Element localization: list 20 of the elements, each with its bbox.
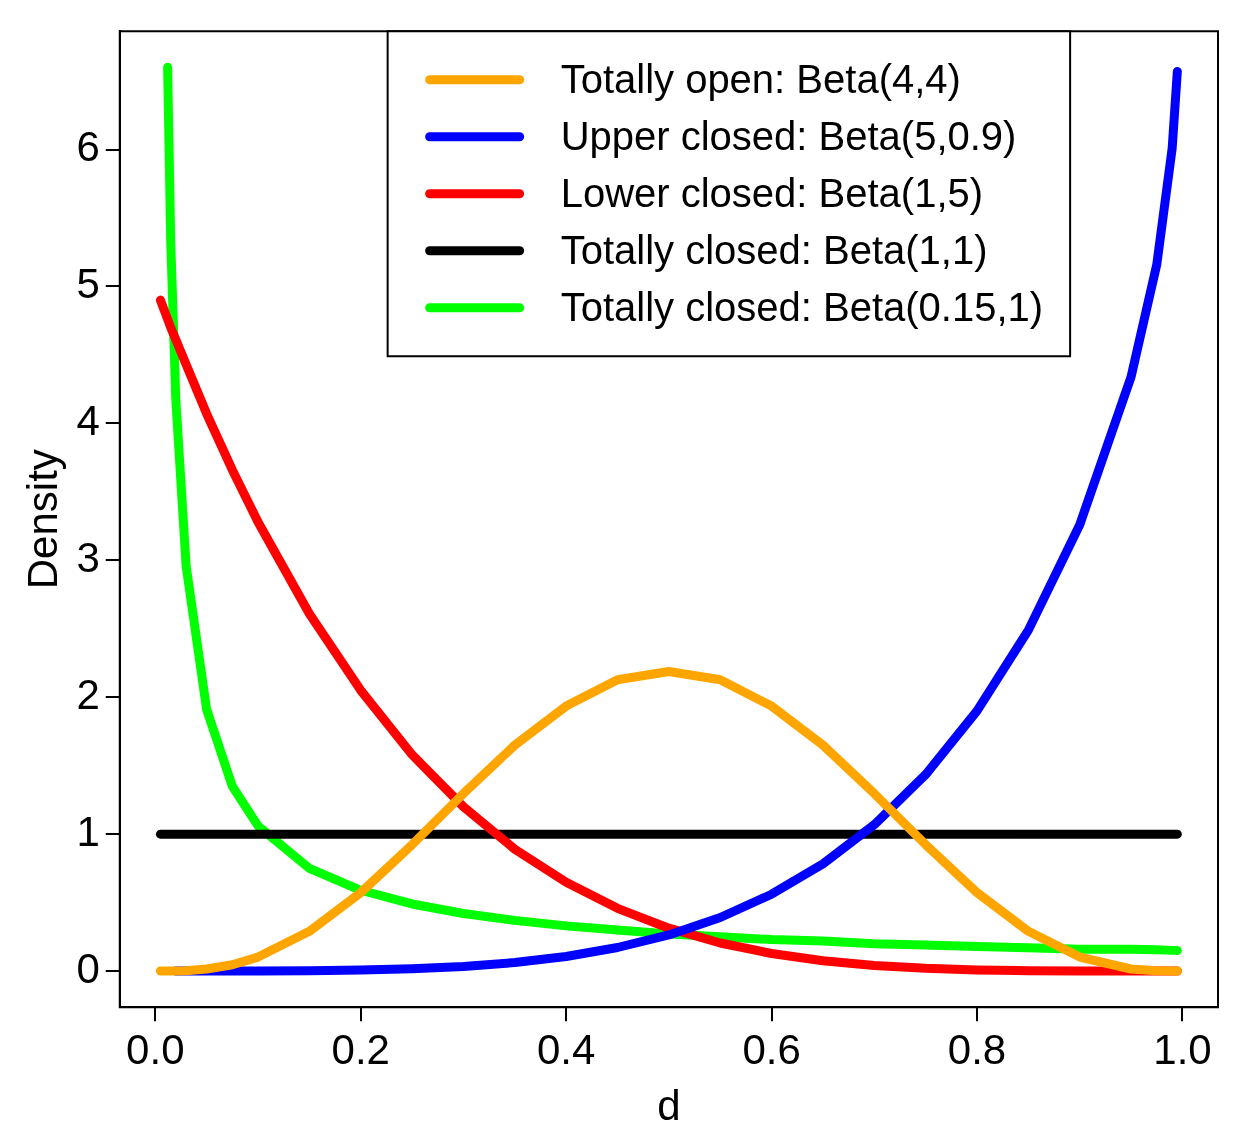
legend-label: Totally closed: Beta(0.15,1) [560,284,1044,329]
x-tick-label: 0.4 [536,1025,596,1073]
y-tick-label: 5 [76,260,100,308]
x-axis-title: d [657,1082,681,1130]
x-tick-label: 0.6 [742,1025,801,1073]
y-tick-label: 2 [76,670,100,718]
x-tick-label: 0.8 [947,1025,1007,1073]
legend-label: Lower closed: Beta(1,5) [560,170,984,215]
y-tick-label: 4 [76,396,100,444]
legend-label: Totally open: Beta(4,4) [560,56,961,101]
y-axis-title: Density [18,449,66,590]
x-tick-label: 1.0 [1153,1025,1212,1073]
x-tick-label: 0.0 [126,1025,185,1073]
legend-label: Upper closed: Beta(5,0.9) [560,113,1017,158]
x-tick-label: 0.2 [331,1025,390,1073]
y-tick-label: 6 [76,123,100,171]
y-tick-label: 1 [76,807,100,855]
legend-label: Totally closed: Beta(1,1) [560,227,988,272]
y-tick-label: 3 [76,533,100,581]
y-tick-label: 0 [76,944,100,992]
